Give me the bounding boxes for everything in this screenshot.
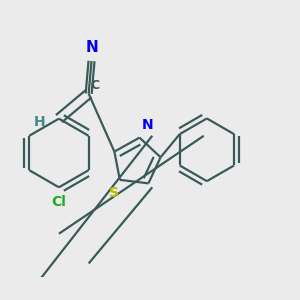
Text: C: C bbox=[90, 79, 99, 92]
Text: H: H bbox=[34, 115, 46, 129]
Text: S: S bbox=[109, 186, 119, 200]
Text: N: N bbox=[142, 118, 154, 132]
Text: N: N bbox=[85, 40, 98, 55]
Text: Cl: Cl bbox=[52, 195, 66, 209]
